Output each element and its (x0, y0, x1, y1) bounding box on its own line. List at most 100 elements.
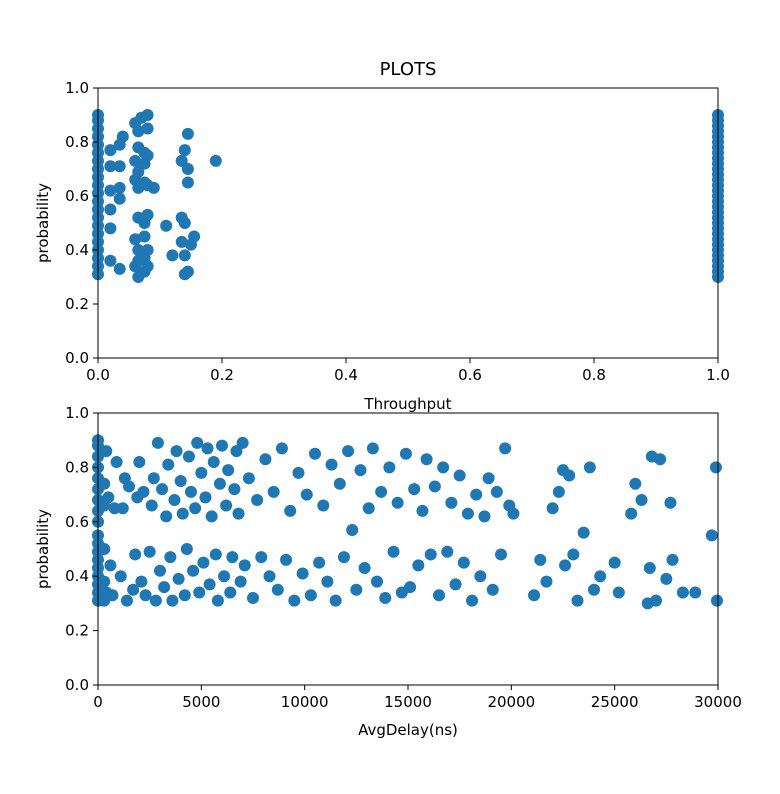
throughput-scatter-plot: PLOTS 0.0 0.2 0.4 0.6 0.8 1.0 0.0 0.2 0.4 0.6 0.8… (34, 59, 730, 413)
data-point (193, 586, 206, 599)
data-point (137, 485, 150, 498)
data-point (449, 578, 462, 591)
data-point (428, 480, 441, 493)
data-point (457, 556, 470, 569)
x-tick-label: 0 (93, 693, 103, 711)
data-point (106, 589, 119, 602)
data-point (230, 445, 243, 458)
data-point (552, 485, 565, 498)
throughput-axes-frame (97, 87, 719, 359)
data-point (120, 594, 133, 607)
x-tick-label: 10000 (281, 693, 329, 711)
data-point (354, 464, 367, 477)
data-point (234, 575, 247, 588)
data-point (325, 458, 338, 471)
data-point (189, 502, 202, 515)
avgdelay-points (92, 434, 723, 610)
data-point (416, 504, 429, 517)
data-point (441, 545, 454, 558)
data-point (158, 581, 171, 594)
data-point (113, 192, 126, 205)
data-point (175, 235, 188, 248)
data-point (145, 499, 158, 512)
data-point (404, 581, 417, 594)
data-point (222, 464, 235, 477)
data-point (181, 127, 194, 140)
data-point (534, 553, 547, 566)
data-point (207, 455, 220, 468)
data-point (129, 154, 142, 167)
y-tick-label: 0.0 (65, 349, 89, 367)
data-point (180, 543, 193, 555)
data-point (181, 163, 194, 175)
data-point (141, 149, 154, 162)
x-tick-label: 1.0 (706, 366, 730, 384)
data-point (127, 583, 140, 596)
data-point (166, 249, 179, 262)
data-point (350, 583, 363, 596)
data-point (660, 572, 673, 585)
data-point (160, 510, 173, 523)
data-point (141, 244, 154, 256)
y-tick-label: 0.4 (65, 567, 89, 585)
data-point (98, 575, 111, 588)
data-point (195, 466, 208, 479)
y-tick-label: 1.0 (65, 404, 89, 422)
x-tick-label: 30000 (694, 693, 742, 711)
data-point (629, 477, 642, 490)
data-point (164, 551, 177, 564)
data-point (608, 556, 621, 569)
data-point (563, 469, 576, 482)
data-point (571, 594, 584, 607)
data-point (583, 461, 596, 474)
data-point (147, 181, 160, 194)
data-point (176, 507, 189, 520)
data-point (499, 442, 512, 455)
data-point (482, 472, 495, 485)
data-point (507, 507, 520, 520)
data-point (178, 249, 191, 262)
x-tick-label: 20000 (487, 693, 535, 711)
data-point (424, 548, 437, 561)
data-point (321, 575, 334, 588)
data-point (110, 455, 123, 468)
data-point (98, 543, 111, 555)
data-point (437, 461, 450, 474)
data-point (275, 442, 288, 455)
data-point (280, 553, 293, 566)
data-point (375, 485, 388, 498)
data-point (666, 553, 679, 566)
data-point (255, 551, 268, 564)
y-tick-label: 0.0 (65, 676, 89, 694)
data-point (358, 562, 371, 575)
data-point (313, 556, 326, 569)
data-point (132, 244, 145, 256)
data-point (123, 480, 135, 493)
data-point (100, 445, 113, 458)
data-point (168, 494, 181, 507)
data-point (129, 548, 142, 561)
data-point (139, 589, 152, 602)
y-tick-label: 0.8 (65, 133, 89, 151)
data-point (132, 125, 145, 138)
data-point (178, 144, 191, 157)
data-point (689, 586, 702, 599)
data-point (466, 594, 479, 607)
data-point (588, 583, 600, 596)
data-point (162, 458, 175, 471)
data-point (201, 442, 214, 455)
data-point (559, 559, 572, 572)
y-tick-label: 0.8 (65, 458, 89, 476)
data-point (149, 594, 162, 607)
data-point (625, 507, 638, 520)
data-point (172, 572, 185, 585)
data-point (154, 564, 166, 577)
data-point (664, 496, 677, 509)
data-point (433, 589, 445, 602)
data-point (181, 176, 194, 189)
data-point (114, 570, 127, 583)
data-point (236, 436, 249, 449)
data-point (104, 254, 117, 267)
data-point (135, 575, 148, 588)
data-point (540, 575, 553, 588)
